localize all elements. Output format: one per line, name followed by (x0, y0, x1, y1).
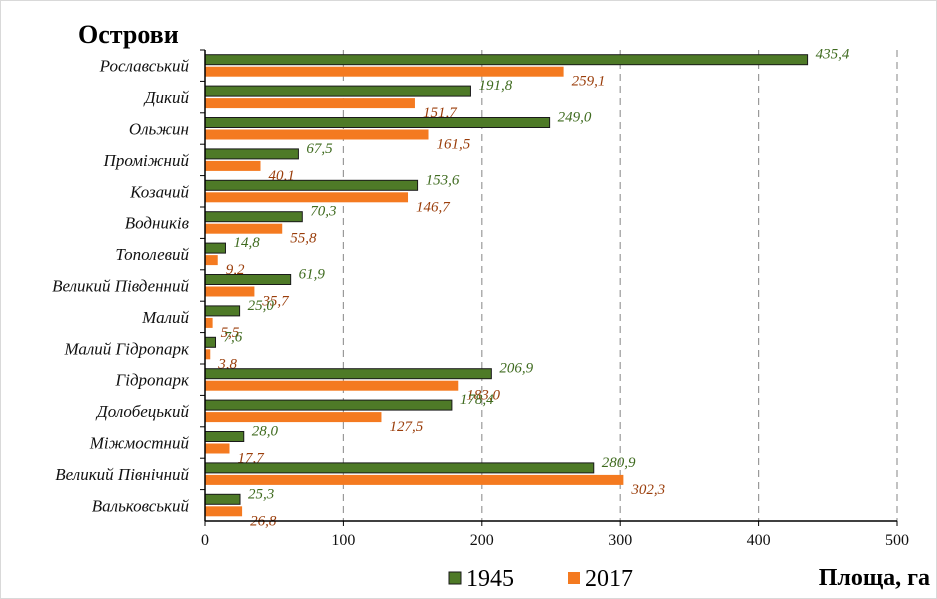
value-label-2017: 146,7 (416, 199, 451, 215)
legend-swatch-2017 (568, 572, 580, 584)
value-label-1945: 25,0 (248, 298, 275, 314)
value-label-2017: 55,8 (290, 231, 317, 247)
bar-1945 (204, 148, 299, 160)
value-label-1945: 70,3 (310, 204, 336, 220)
category-label: Малий (141, 308, 189, 327)
x-tick-label: 500 (885, 532, 909, 549)
bar-2017 (205, 443, 230, 454)
value-label-2017: 161,5 (437, 137, 471, 153)
bar-1945 (204, 462, 595, 474)
bar-2017 (205, 506, 243, 517)
bar-2017 (205, 380, 459, 391)
bar-2017 (205, 349, 211, 360)
value-label-2017: 5,5 (221, 325, 240, 341)
category-label: Міжмостний (89, 434, 190, 453)
bar-2017 (205, 66, 564, 77)
legend-label-2017: 2017 (585, 566, 633, 592)
bar-2017 (205, 160, 261, 171)
category-label: Дикий (143, 88, 190, 107)
bar-1945 (204, 54, 809, 66)
axes-group: 0 100 200 300 400 500 Рославський Дикий Ольжин Пр… (52, 49, 909, 549)
x-axis-label: Площа, га (819, 565, 930, 591)
category-label: Великий Південний (52, 277, 189, 296)
category-label: Ольжин (129, 120, 189, 139)
value-label-2017: 259,1 (572, 74, 606, 90)
category-label: Тополевий (115, 245, 189, 264)
value-label-1945: 28,0 (252, 424, 279, 440)
bar-1945 (204, 117, 551, 128)
value-label-1945: 280,9 (602, 455, 636, 471)
bar-2017 (205, 412, 382, 423)
value-label-1945: 153,6 (426, 172, 460, 188)
bar-1945 (204, 211, 303, 223)
value-label-2017: 35,7 (261, 294, 290, 310)
value-label-2017: 302,3 (630, 482, 665, 498)
bar-1945 (204, 242, 226, 254)
x-tick-label: 200 (470, 532, 494, 549)
bar-1945 (204, 274, 292, 285)
chart-title: Острови (78, 20, 179, 49)
bar-2017 (205, 474, 624, 485)
bar-2017 (205, 98, 415, 109)
category-label: Долобецький (95, 402, 190, 421)
bar-1945 (204, 399, 453, 411)
value-label-1945: 178,4 (460, 392, 494, 408)
legend: 1945 2017 (448, 566, 633, 592)
value-label-1945: 191,8 (478, 78, 512, 94)
value-label-1945: 61,9 (299, 267, 326, 283)
category-label: Водників (125, 214, 190, 233)
legend-swatch-1945 (448, 571, 462, 585)
category-label: Малий Гідропарк (63, 339, 190, 358)
bar-1945 (204, 493, 241, 505)
grid (342, 50, 898, 521)
category-label: Великий Північний (55, 465, 189, 484)
x-tick-label: 400 (747, 532, 771, 549)
bar-1945 (204, 368, 492, 380)
category-label: Козачий (129, 182, 189, 201)
value-label-1945: 206,9 (499, 361, 533, 377)
category-label: Рославський (99, 57, 190, 76)
value-label-2017: 127,5 (389, 419, 423, 435)
value-label-1945: 67,5 (306, 141, 333, 157)
value-label-2017: 183,0 (466, 388, 500, 404)
bar-1945 (204, 305, 241, 317)
category-label: Вальковський (92, 496, 190, 515)
category-label: Гідропарк (115, 371, 190, 390)
value-label-1945: 14,8 (233, 235, 260, 251)
bar-2017 (205, 317, 213, 328)
value-label-1945: 7,6 (224, 329, 243, 345)
bar-1945 (204, 336, 217, 348)
bar-2017 (205, 286, 255, 297)
bar-2017 (205, 192, 409, 203)
bar-1945 (204, 431, 245, 442)
bar-2017 (205, 255, 218, 266)
x-tick-label: 300 (608, 532, 632, 549)
bar-1945 (204, 85, 471, 97)
legend-label-1945: 1945 (466, 566, 514, 592)
bar-1945 (204, 179, 419, 191)
value-label-1945: 25,3 (248, 486, 274, 502)
bar-2017 (205, 223, 283, 234)
value-label-1945: 249,0 (558, 110, 592, 126)
value-label-1945: 435,4 (816, 47, 850, 63)
bar-2017 (205, 129, 429, 140)
x-tick-label: 100 (331, 532, 355, 549)
category-label: Проміжний (103, 151, 190, 170)
x-tick-label: 0 (201, 532, 209, 549)
